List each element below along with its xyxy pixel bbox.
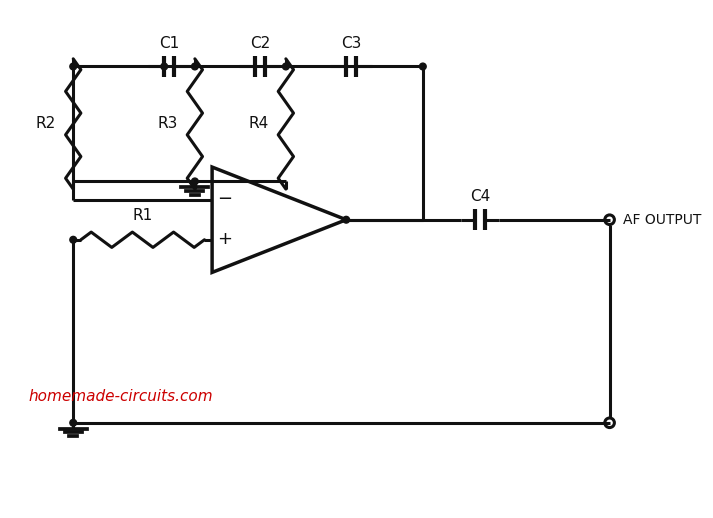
Text: R1: R1 bbox=[133, 208, 153, 223]
Circle shape bbox=[419, 63, 426, 70]
Text: R2: R2 bbox=[36, 117, 56, 132]
Text: C3: C3 bbox=[341, 36, 361, 51]
Text: R4: R4 bbox=[248, 117, 269, 132]
Text: AF OUTPUT: AF OUTPUT bbox=[623, 213, 702, 227]
Text: −: − bbox=[217, 190, 232, 208]
Circle shape bbox=[343, 217, 349, 223]
Text: homemade-circuits.com: homemade-circuits.com bbox=[29, 388, 213, 404]
Circle shape bbox=[282, 63, 289, 70]
Circle shape bbox=[192, 178, 198, 185]
Text: C2: C2 bbox=[250, 36, 270, 51]
Circle shape bbox=[70, 420, 76, 426]
Text: R3: R3 bbox=[158, 117, 178, 132]
Text: +: + bbox=[217, 230, 232, 248]
Circle shape bbox=[192, 63, 198, 70]
Text: C1: C1 bbox=[159, 36, 179, 51]
Circle shape bbox=[70, 63, 76, 70]
Text: C4: C4 bbox=[470, 190, 491, 205]
Circle shape bbox=[70, 236, 76, 243]
Circle shape bbox=[161, 63, 168, 70]
